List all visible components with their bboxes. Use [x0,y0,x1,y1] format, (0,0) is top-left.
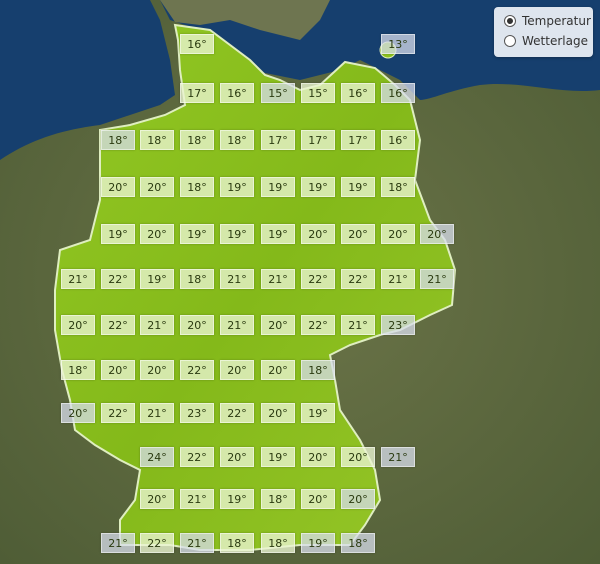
temperature-cell[interactable]: 17° [301,130,335,150]
temperature-cell[interactable]: 20° [180,315,214,335]
temperature-cell[interactable]: 20° [61,403,95,423]
temperature-cell[interactable]: 19° [261,447,295,467]
radio-unchecked-icon[interactable] [504,35,516,47]
temperature-cell[interactable]: 21° [180,533,214,553]
temperature-cell[interactable]: 19° [220,177,254,197]
temperature-cell[interactable]: 21° [220,315,254,335]
temperature-cell[interactable]: 20° [140,360,174,380]
temperature-cell[interactable]: 20° [301,447,335,467]
temperature-cell[interactable]: 22° [101,315,135,335]
temperature-cell[interactable]: 19° [301,533,335,553]
temperature-cell[interactable]: 22° [301,315,335,335]
temperature-cell[interactable]: 20° [220,360,254,380]
temperature-cell[interactable]: 20° [341,224,375,244]
temperature-cell[interactable]: 19° [261,224,295,244]
temperature-cell[interactable]: 18° [220,533,254,553]
temperature-cell[interactable]: 17° [180,83,214,103]
radio-checked-icon[interactable] [504,15,516,27]
temperature-cell[interactable]: 19° [301,403,335,423]
temperature-cell[interactable]: 21° [101,533,135,553]
temperature-cell[interactable]: 13° [381,34,415,54]
radio-temperatur[interactable]: Temperatur [504,12,591,30]
temperature-cell[interactable]: 20° [341,447,375,467]
temperature-cell[interactable]: 22° [180,447,214,467]
temperature-cell[interactable]: 21° [140,403,174,423]
temperature-cell[interactable]: 22° [180,360,214,380]
temperature-cell[interactable]: 18° [261,533,295,553]
temperature-cell[interactable]: 21° [261,269,295,289]
temperature-cell[interactable]: 18° [101,130,135,150]
temperature-cell[interactable]: 20° [261,403,295,423]
temperature-cell[interactable]: 20° [61,315,95,335]
temperature-cell[interactable]: 19° [220,489,254,509]
temperature-cell[interactable]: 21° [381,269,415,289]
temperature-cell[interactable]: 22° [140,533,174,553]
temperature-cell[interactable]: 20° [261,315,295,335]
radio-label-wetterlage: Wetterlage [522,34,588,48]
radio-wetterlage[interactable]: Wetterlage [504,32,588,50]
temperature-cell[interactable]: 22° [101,269,135,289]
temperature-cell[interactable]: 20° [381,224,415,244]
temperature-cell[interactable]: 19° [220,224,254,244]
temperature-cell[interactable]: 21° [220,269,254,289]
temperature-cell[interactable]: 20° [140,489,174,509]
temperature-cell[interactable]: 21° [341,315,375,335]
temperature-cell[interactable]: 21° [180,489,214,509]
temperature-cell[interactable]: 18° [180,177,214,197]
temperature-cell[interactable]: 20° [220,447,254,467]
temperature-cell[interactable]: 18° [220,130,254,150]
temperature-cell[interactable]: 19° [180,224,214,244]
layer-selector: Temperatur Wetterlage [494,7,593,57]
temperature-cell[interactable]: 19° [341,177,375,197]
temperature-cell[interactable]: 18° [140,130,174,150]
temperature-cell[interactable]: 16° [220,83,254,103]
temperature-cell[interactable]: 18° [61,360,95,380]
temperature-cell[interactable]: 16° [341,83,375,103]
temperature-cell[interactable]: 24° [140,447,174,467]
temperature-cell[interactable]: 23° [180,403,214,423]
temperature-cell[interactable]: 21° [420,269,454,289]
temperature-cell[interactable]: 20° [101,177,135,197]
temperature-cell[interactable]: 15° [261,83,295,103]
temperature-cell[interactable]: 21° [381,447,415,467]
temperature-cell[interactable]: 21° [140,315,174,335]
temperature-cell[interactable]: 16° [180,34,214,54]
temperature-cell[interactable]: 22° [341,269,375,289]
denmark [160,0,330,40]
temperature-cell[interactable]: 18° [301,360,335,380]
temperature-cell[interactable]: 20° [301,489,335,509]
temperature-cell[interactable]: 20° [301,224,335,244]
sea [0,0,600,160]
temperature-cell[interactable]: 22° [101,403,135,423]
temperature-cell[interactable]: 18° [180,130,214,150]
temperature-cell[interactable]: 19° [301,177,335,197]
radio-label-temperatur: Temperatur [522,14,591,28]
temperature-cell[interactable]: 19° [261,177,295,197]
temperature-cell[interactable]: 17° [341,130,375,150]
temperature-cell[interactable]: 18° [180,269,214,289]
temperature-cell[interactable]: 15° [301,83,335,103]
temperature-cell[interactable]: 20° [341,489,375,509]
temperature-cell[interactable]: 23° [381,315,415,335]
temperature-cell[interactable]: 20° [101,360,135,380]
temperature-cell[interactable]: 16° [381,130,415,150]
temperature-cell[interactable]: 18° [341,533,375,553]
temperature-cell[interactable]: 22° [301,269,335,289]
temperature-cell[interactable]: 22° [220,403,254,423]
temperature-cell[interactable]: 20° [140,177,174,197]
temperature-cell[interactable]: 19° [101,224,135,244]
temperature-cell[interactable]: 20° [420,224,454,244]
temperature-cell[interactable]: 19° [140,269,174,289]
temperature-cell[interactable]: 16° [381,83,415,103]
temperature-cell[interactable]: 17° [261,130,295,150]
temperature-cell[interactable]: 18° [261,489,295,509]
temperature-cell[interactable]: 18° [381,177,415,197]
temperature-cell[interactable]: 20° [140,224,174,244]
temperature-cell[interactable]: 21° [61,269,95,289]
temperature-cell[interactable]: 20° [261,360,295,380]
